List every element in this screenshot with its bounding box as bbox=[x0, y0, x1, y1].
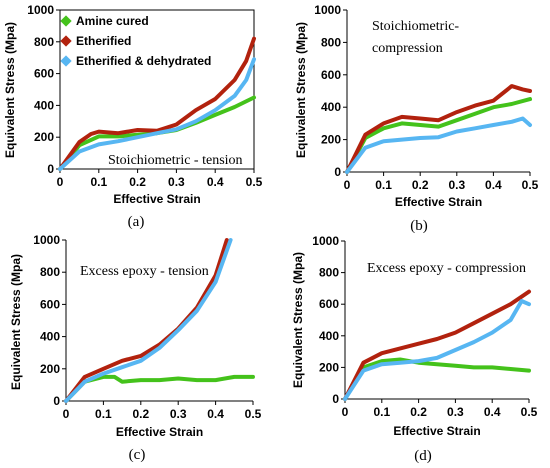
y-tick-label: 200 bbox=[319, 360, 339, 374]
series-line-dehydrated bbox=[345, 116, 532, 174]
x-tick-label: 0 bbox=[57, 175, 64, 189]
y-tick-label: 200 bbox=[321, 133, 341, 147]
chart-panel-b: 0 0.1 0.2 0.3 0.4 0.5 0 200 400 600 800 1000 Effecti… bbox=[294, 3, 539, 234]
x-tick-label: 0.1 bbox=[373, 405, 390, 419]
x-axis-label: Effective Strain bbox=[116, 425, 203, 439]
x-tick-label: 0.1 bbox=[90, 175, 107, 189]
x-tick-label: 0.5 bbox=[522, 178, 539, 192]
y-axis-label: Equivalent Stress (Mpa) bbox=[291, 252, 305, 388]
chart-annotation: Stoichiometric - tension bbox=[108, 153, 243, 168]
y-tick-label: 1000 bbox=[314, 3, 341, 17]
y-tick-label: 0 bbox=[332, 392, 339, 406]
x-tick-label: 0 bbox=[63, 407, 70, 421]
x-tick-label: 0.1 bbox=[375, 178, 392, 192]
y-tick-label: 1000 bbox=[312, 234, 339, 248]
series-line-dehydrated bbox=[58, 57, 256, 171]
series-line-amine bbox=[345, 97, 532, 174]
x-tick-label: 0.5 bbox=[521, 405, 538, 419]
series-line-amine bbox=[64, 374, 255, 403]
x-axis-label: Effective Strain bbox=[393, 424, 480, 438]
y-tick-label: 200 bbox=[40, 362, 60, 376]
x-tick-label: 0.3 bbox=[447, 405, 464, 419]
x-tick-label: 0 bbox=[342, 405, 349, 419]
chart-annotation: Excess epoxy - tension bbox=[80, 264, 209, 279]
x-tick-label: 0.4 bbox=[484, 405, 501, 419]
panel-label: (d) bbox=[414, 448, 432, 464]
x-tick-label: 0.3 bbox=[448, 178, 465, 192]
y-tick-label: 600 bbox=[40, 297, 60, 311]
chart-panel-d: 0 0.1 0.2 0.3 0.4 0.5 0 200 400 600 800 1000 Effecti… bbox=[291, 234, 538, 464]
y-tick-label: 200 bbox=[34, 130, 54, 144]
x-axis-label: Effective Strain bbox=[395, 195, 482, 209]
y-axis-label: Equivalent Stress (Mpa) bbox=[294, 22, 308, 158]
chart-annotation: compression bbox=[372, 41, 443, 56]
legend-marker-etherified bbox=[60, 35, 72, 47]
y-tick-label: 1000 bbox=[33, 233, 60, 247]
y-axis-label: Equivalent Stress (Mpa) bbox=[3, 22, 17, 158]
legend-marker-dehydrated bbox=[60, 55, 72, 67]
y-tick-label: 0 bbox=[334, 165, 341, 179]
y-tick-label: 0 bbox=[53, 394, 60, 408]
panel-label: (c) bbox=[129, 447, 146, 463]
x-tick-label: 0.2 bbox=[132, 407, 149, 421]
x-tick-label: 0.1 bbox=[95, 407, 112, 421]
y-tick-label: 1000 bbox=[27, 3, 54, 17]
x-tick-label: 0.2 bbox=[412, 178, 429, 192]
y-tick-label: 600 bbox=[34, 67, 54, 81]
legend-marker-amine bbox=[60, 15, 72, 27]
x-tick-label: 0 bbox=[344, 178, 351, 192]
y-tick-label: 800 bbox=[319, 266, 339, 280]
x-tick-label: 0.3 bbox=[170, 407, 187, 421]
series-line-etherified bbox=[58, 36, 256, 171]
series-line-etherified bbox=[345, 84, 532, 174]
series-line-etherified bbox=[64, 238, 229, 403]
chart-annotation: Excess epoxy - compression bbox=[367, 261, 526, 276]
panel-label: (b) bbox=[410, 218, 428, 234]
x-tick-label: 0.4 bbox=[207, 407, 224, 421]
y-tick-label: 800 bbox=[34, 35, 54, 49]
y-tick-label: 600 bbox=[319, 297, 339, 311]
x-tick-label: 0.4 bbox=[207, 175, 224, 189]
y-tick-label: 800 bbox=[321, 35, 341, 49]
y-tick-label: 800 bbox=[40, 265, 60, 279]
panel-label: (a) bbox=[128, 214, 145, 230]
legend-label: Amine cured bbox=[76, 14, 149, 28]
legend-label: Etherified bbox=[76, 34, 131, 48]
x-axis-label: Effective Strain bbox=[113, 192, 200, 206]
y-tick-label: 0 bbox=[47, 162, 54, 176]
series-line-etherified bbox=[343, 289, 531, 401]
y-tick-label: 400 bbox=[34, 98, 54, 112]
y-tick-label: 600 bbox=[321, 68, 341, 82]
y-tick-label: 400 bbox=[319, 329, 339, 343]
x-tick-label: 0.5 bbox=[245, 407, 262, 421]
x-tick-label: 0.4 bbox=[485, 178, 502, 192]
x-tick-label: 0.2 bbox=[129, 175, 146, 189]
y-tick-label: 400 bbox=[40, 330, 60, 344]
series-line-amine bbox=[343, 357, 531, 401]
chart-annotation: Stoichiometric- bbox=[372, 19, 459, 34]
x-tick-label: 0.5 bbox=[246, 175, 263, 189]
x-tick-label: 0.3 bbox=[168, 175, 185, 189]
x-tick-label: 0.2 bbox=[410, 405, 427, 419]
series-line-dehydrated bbox=[64, 238, 233, 403]
y-tick-label: 400 bbox=[321, 100, 341, 114]
legend-label: Etherified & dehydrated bbox=[76, 54, 211, 68]
y-axis-label: Equivalent Stress (Mpa) bbox=[9, 254, 23, 390]
chart-panel-a: 0 0.1 0.2 0.3 0.4 0.5 0 200 400 600 800 1000 Effecti… bbox=[3, 3, 263, 230]
chart-panel-c: 0 0.1 0.2 0.3 0.4 0.5 0 200 400 600 800 1000 Effecti… bbox=[9, 233, 262, 463]
series-line-dehydrated bbox=[343, 299, 531, 401]
